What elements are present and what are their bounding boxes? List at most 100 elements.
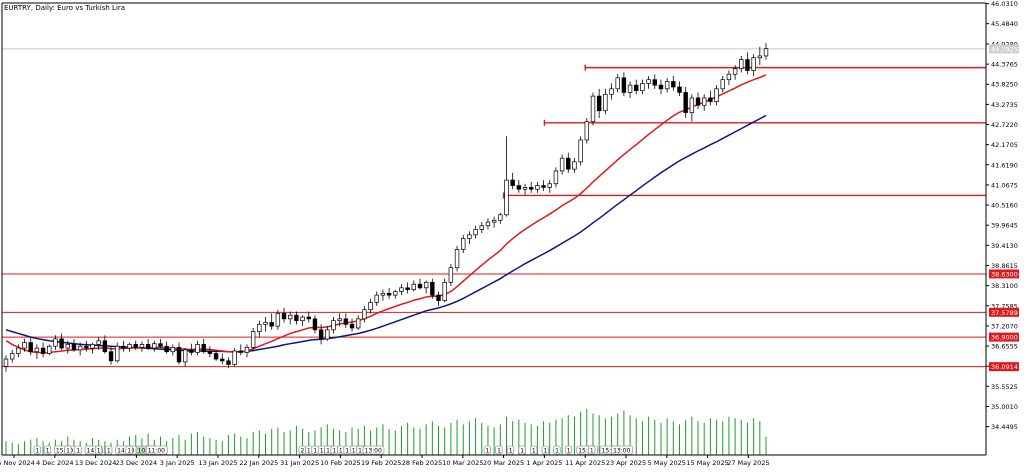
candle-body <box>40 347 46 354</box>
price-tick-label: 38.3100 <box>991 282 1018 290</box>
candle-body <box>454 249 460 269</box>
event-marker <box>33 445 41 455</box>
event-marker-label: 14:2 <box>87 448 101 455</box>
candle-body <box>71 344 77 351</box>
candle-body <box>732 68 738 75</box>
price-tick-label: 38.8615 <box>991 262 1018 270</box>
event-marker <box>105 445 113 455</box>
candle-body <box>53 338 58 347</box>
candle-body <box>535 185 540 190</box>
chart-title: EURTRY, Daily: Euro vs Turkish Lira <box>4 4 125 12</box>
price-tick-label: 43.2735 <box>991 101 1018 109</box>
candle-body <box>127 344 132 349</box>
candle-body <box>596 95 602 112</box>
candle-body <box>584 121 590 141</box>
date-tick-label: 15 May 2025 <box>686 459 728 467</box>
candle-body <box>269 322 274 327</box>
candle-body <box>368 302 373 311</box>
date-tick-label: 3 Jan 2025 <box>160 459 195 467</box>
candle-body <box>84 345 89 349</box>
event-marker-label: 1 <box>36 448 40 455</box>
candle-body <box>739 59 744 70</box>
candle-body <box>121 345 126 349</box>
price-tick-label: 42.1705 <box>991 141 1018 149</box>
event-marker-label: 13:00 <box>365 448 382 455</box>
candle-body <box>640 82 645 91</box>
candle-body <box>757 55 763 59</box>
candle-body <box>176 346 182 363</box>
candle-body <box>745 59 750 71</box>
event-marker-label: 2 <box>301 448 305 455</box>
date-tick-label: 20 Mar 2025 <box>483 459 524 467</box>
event-marker <box>145 445 168 455</box>
date-tick-label: 22 Jan 2025 <box>239 459 278 467</box>
candle-body <box>355 318 361 329</box>
candle-body <box>658 84 664 90</box>
candle-body <box>417 283 423 289</box>
candle-body <box>430 281 435 296</box>
level-price-badge-label: 37.5789 <box>991 309 1018 317</box>
level-price-badge <box>989 307 1019 317</box>
event-annotations: 1115:001114:21114:00110:0011:0021112:511… <box>33 445 633 455</box>
level-price-badge <box>989 269 1019 279</box>
event-marker-label: 1 <box>333 448 337 455</box>
event-marker-label: 15:56 <box>602 448 619 455</box>
candle-body <box>108 351 114 362</box>
candle-body <box>634 84 639 91</box>
event-marker <box>506 445 515 455</box>
candle-body <box>288 314 293 320</box>
candle-body <box>47 345 52 354</box>
level-price-badge-label: 38.6300 <box>991 270 1018 278</box>
candle-body <box>763 48 769 57</box>
candle-body <box>702 97 707 106</box>
candle-body <box>170 346 176 353</box>
event-marker-label: 1 <box>326 448 330 455</box>
date-tick-label: 27 May 2025 <box>727 459 769 467</box>
level-price-badge <box>989 332 1019 342</box>
candle-body <box>479 225 484 230</box>
price-tick-label: 35.0010 <box>991 403 1018 411</box>
event-marker-label: 1 <box>46 448 50 455</box>
candle-body <box>516 185 522 190</box>
event-marker-label: 1 <box>544 448 548 455</box>
candle-body <box>325 329 330 340</box>
price-tick-label: 39.9645 <box>991 222 1018 230</box>
candle-body <box>65 344 70 349</box>
candle-body <box>578 139 583 163</box>
event-marker-label: 1 <box>76 448 80 455</box>
event-marker-label: 1 <box>66 448 70 455</box>
event-marker <box>43 445 52 455</box>
candle-body <box>393 291 398 296</box>
event-marker-label: 1 <box>127 448 131 455</box>
candle-body <box>213 353 219 360</box>
candle-body <box>467 234 472 239</box>
candle-body <box>541 185 546 188</box>
candle-body <box>572 161 577 170</box>
candle-body <box>522 187 528 190</box>
candle-body <box>102 340 108 353</box>
price-tick-label: 46.0310 <box>991 0 1018 8</box>
candle-body <box>9 353 15 360</box>
event-marker <box>74 445 82 455</box>
event-marker <box>94 445 103 455</box>
axes <box>1 2 987 456</box>
fast-moving-average-line <box>5 74 767 354</box>
price-tick-label: 37.7585 <box>991 302 1018 310</box>
candle-body <box>726 73 732 81</box>
candle-body <box>436 294 441 301</box>
event-marker <box>518 445 526 455</box>
candle-body <box>559 157 565 172</box>
date-tick-label: 23 Apr 2025 <box>606 459 646 467</box>
current-price-badge-label: 44.7925 <box>991 45 1018 53</box>
candle-body <box>201 344 206 353</box>
date-tick-label: 10 Feb 2025 <box>320 459 360 467</box>
candle-body <box>671 81 676 88</box>
candle-body <box>139 344 145 348</box>
candle-body <box>59 338 64 349</box>
candle-body <box>498 214 503 221</box>
current-price-badge <box>989 44 1019 54</box>
event-marker <box>553 445 561 455</box>
